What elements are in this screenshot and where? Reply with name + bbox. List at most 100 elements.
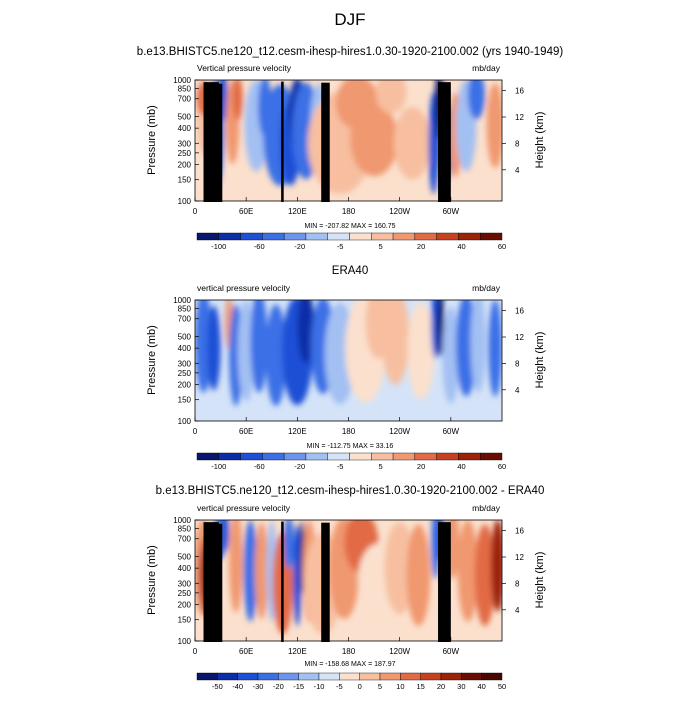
panel-1-stats: MIN = -207.82 MAX = 160.75 xyxy=(304,223,395,230)
y2-tick-label: 16 xyxy=(515,527,524,536)
panel-2-ylabel: Pressure (mb) xyxy=(146,325,158,395)
colorbar-box xyxy=(436,232,459,241)
x-tick-label: 180 xyxy=(342,647,356,656)
x-tick-label: 0 xyxy=(193,207,198,216)
y-tick-label: 500 xyxy=(178,332,192,341)
colorbar-label: 30 xyxy=(457,682,465,691)
colorbar-box xyxy=(371,452,394,461)
topography-mask xyxy=(281,521,284,642)
colorbar-box xyxy=(327,232,350,241)
y-tick-label: 200 xyxy=(178,381,192,390)
contour-blob xyxy=(265,304,287,406)
colorbar-box xyxy=(240,232,263,241)
colorbar-box xyxy=(414,232,437,241)
colorbar-label: -5 xyxy=(337,462,344,471)
colorbar-label: 50 xyxy=(498,682,506,691)
colorbar-label: 40 xyxy=(457,462,465,471)
colorbar-box xyxy=(440,672,462,681)
contour-blob xyxy=(195,300,213,393)
y2-tick-label: 12 xyxy=(515,553,524,562)
y-tick-label: 300 xyxy=(178,359,192,368)
topography-mask xyxy=(438,522,451,642)
colorbar-label: 5 xyxy=(379,462,383,471)
colorbar-label: 10 xyxy=(396,682,404,691)
colorbar-box xyxy=(318,672,340,681)
panel-1-units: mb/day xyxy=(472,63,501,73)
panel-3: b.e13.BHISTC5.ne120_t12.cesm-ihesp-hires… xyxy=(146,485,546,691)
y2-tick-label: 16 xyxy=(515,307,524,316)
contour-blob xyxy=(297,300,315,364)
y-tick-label: 700 xyxy=(178,95,192,104)
colorbar-box xyxy=(339,672,360,681)
colorbar-box xyxy=(481,672,503,681)
colorbar-box xyxy=(218,232,241,241)
topography-mask xyxy=(321,522,330,642)
colorbar-box xyxy=(196,452,219,461)
contour-blob xyxy=(237,300,255,402)
y-tick-label: 700 xyxy=(178,535,192,544)
colorbar-label: 20 xyxy=(437,682,445,691)
colorbar-label: -60 xyxy=(254,242,265,251)
contour-blob xyxy=(488,300,502,397)
y-tick-label: 1000 xyxy=(173,296,191,305)
contour-blob xyxy=(293,524,302,626)
colorbar-label: 15 xyxy=(416,682,424,691)
colorbar-label: 20 xyxy=(417,242,425,251)
contour-blob xyxy=(375,80,407,114)
y-tick-label: 250 xyxy=(178,369,192,378)
topography-mask xyxy=(438,82,451,202)
y2-tick-label: 12 xyxy=(515,333,524,342)
topography-mask xyxy=(321,82,330,202)
y-tick-label: 850 xyxy=(178,85,192,94)
topography-mask xyxy=(203,522,219,642)
panel-1-topography xyxy=(203,81,451,202)
panel-3-ylabel: Pressure (mb) xyxy=(146,545,158,615)
colorbar-box xyxy=(400,672,421,681)
colorbar-box xyxy=(392,452,416,461)
x-tick-label: 0 xyxy=(193,427,198,436)
panel-2-y2label: Height (km) xyxy=(534,332,546,389)
x-tick-label: 120W xyxy=(389,427,410,436)
topography-mask xyxy=(216,523,223,642)
panel-2-stats: MIN = -112.75 MAX = 33.16 xyxy=(307,443,394,450)
colorbar-label: -5 xyxy=(337,242,344,251)
colorbar-box xyxy=(436,452,459,461)
panel-3-units: mb/day xyxy=(472,503,501,513)
colorbar-label: 40 xyxy=(457,242,465,251)
y2-tick-label: 8 xyxy=(515,139,520,148)
x-tick-label: 60W xyxy=(443,427,460,436)
y-tick-label: 150 xyxy=(178,176,192,185)
panel-3-title: b.e13.BHISTC5.ne120_t12.cesm-ihesp-hires… xyxy=(156,485,545,497)
colorbar-label: -20 xyxy=(273,682,284,691)
colorbar-box xyxy=(349,232,372,241)
y-tick-label: 850 xyxy=(178,305,192,314)
x-tick-label: 60E xyxy=(239,207,253,216)
colorbar-label: -20 xyxy=(294,242,305,251)
topography-mask xyxy=(281,81,284,202)
y-tick-label: 1000 xyxy=(173,76,191,85)
colorbar-box xyxy=(305,452,328,461)
colorbar-box xyxy=(278,672,299,681)
y-tick-label: 100 xyxy=(178,417,192,426)
y-tick-label: 200 xyxy=(178,161,192,170)
colorbar-box xyxy=(218,452,241,461)
topography-mask xyxy=(216,83,223,202)
colorbar-label: -5 xyxy=(336,682,343,691)
x-tick-label: 120E xyxy=(288,207,307,216)
colorbar-label: 60 xyxy=(498,242,506,251)
colorbar-box xyxy=(283,452,307,461)
colorbar-box xyxy=(283,232,307,241)
panel-2-title: ERA40 xyxy=(332,265,368,277)
colorbar-label: 60 xyxy=(498,462,506,471)
colorbar-box xyxy=(217,672,238,681)
y2-tick-label: 4 xyxy=(515,166,520,175)
contour-blob xyxy=(467,80,485,120)
contour-blob xyxy=(486,83,502,168)
x-tick-label: 60W xyxy=(443,207,460,216)
y-tick-label: 200 xyxy=(178,601,192,610)
colorbar-box xyxy=(262,232,285,241)
contour-blob xyxy=(222,520,230,552)
panel-2-units: mb/day xyxy=(472,283,501,293)
